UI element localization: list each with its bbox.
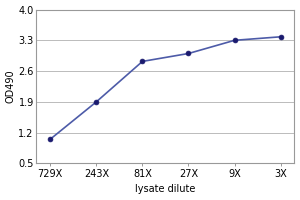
X-axis label: lysate dilute: lysate dilute — [135, 184, 196, 194]
Y-axis label: OD490: OD490 — [6, 70, 16, 103]
